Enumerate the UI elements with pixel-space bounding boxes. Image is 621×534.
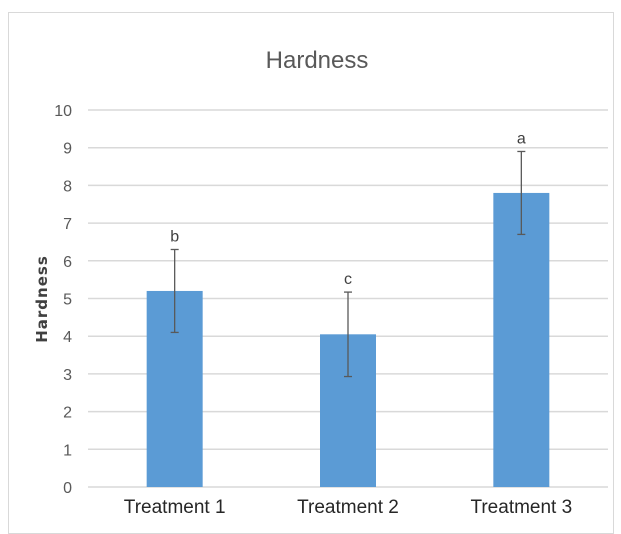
y-tick-label: 3 — [63, 367, 72, 384]
significance-label: c — [344, 271, 352, 288]
y-axis-label: Hardness — [33, 255, 51, 343]
y-tick-label: 4 — [63, 329, 72, 346]
significance-label: a — [517, 130, 526, 147]
y-tick-label: 2 — [63, 405, 72, 422]
y-tick-label: 0 — [63, 480, 72, 497]
y-tick-label: 1 — [63, 442, 72, 459]
chart-title: Hardness — [266, 47, 369, 74]
y-tick-label: 10 — [54, 103, 72, 120]
y-tick-label: 9 — [63, 141, 72, 158]
significance-label: b — [170, 228, 179, 245]
y-tick-label: 7 — [63, 216, 72, 233]
y-tick-label: 6 — [63, 254, 72, 271]
y-tick-label: 5 — [63, 292, 72, 309]
category-label: Treatment 1 — [124, 497, 226, 513]
category-label: Treatment 2 — [297, 497, 399, 513]
y-tick-labels: 0 1 2 3 4 5 6 7 8 9 10 — [54, 103, 72, 497]
y-tick-label: 8 — [63, 178, 72, 195]
category-labels: Treatment 1 Treatment 2 Treatment 3 — [124, 497, 572, 513]
hardness-bar-chart: Hardness Hardness 0 1 2 3 4 5 6 7 8 9 10 b c a Treat… — [0, 0, 621, 513]
category-label: Treatment 3 — [470, 497, 572, 513]
bar — [493, 193, 549, 487]
significance-labels: b c a — [170, 130, 526, 288]
